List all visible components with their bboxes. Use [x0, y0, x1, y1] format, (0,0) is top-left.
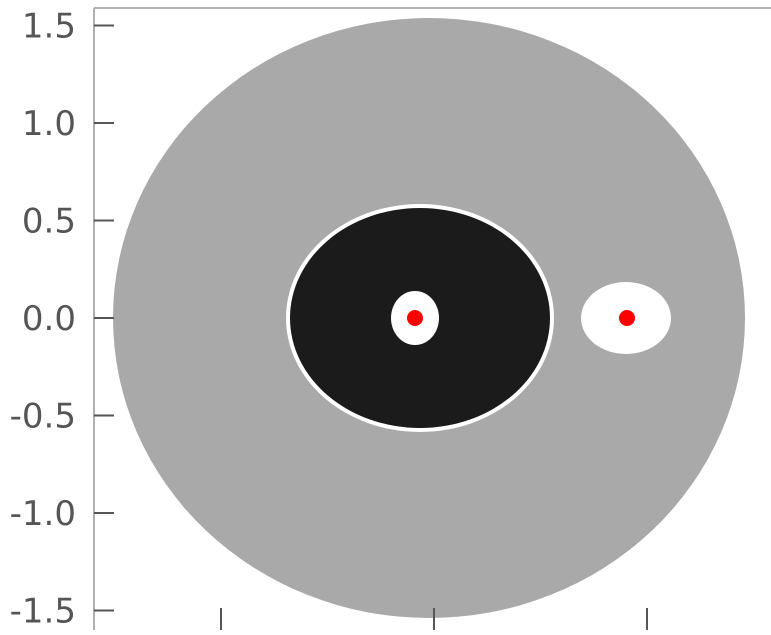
y-tick-label: -0.5	[10, 397, 76, 437]
plot-area	[113, 18, 745, 618]
y-tick-label: -1.5	[10, 592, 76, 631]
y-tick-label: 1.5	[22, 7, 76, 47]
tick-marks: 1.5 1.0 0.5 0.0 -0.5 -1.0 -1.5	[10, 7, 648, 632]
y-tick-label: 1.0	[22, 104, 76, 144]
data-point	[407, 310, 423, 326]
y-tick-label: 0.0	[22, 299, 76, 339]
data-point	[619, 310, 635, 326]
y-tick-label: 0.5	[22, 202, 76, 242]
y-tick-label: -1.0	[10, 494, 76, 534]
